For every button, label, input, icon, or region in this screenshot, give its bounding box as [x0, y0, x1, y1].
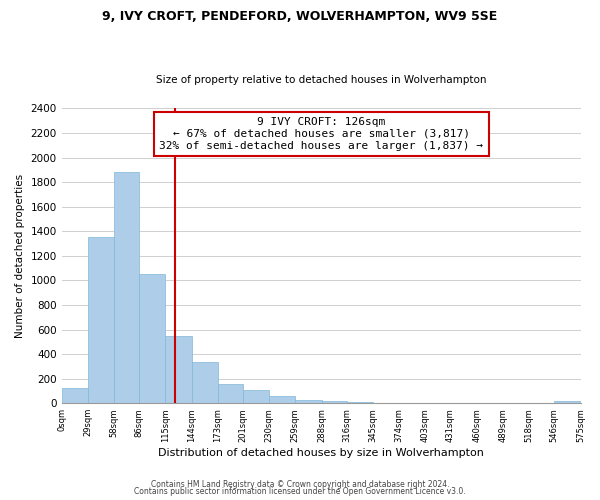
Text: Contains HM Land Registry data © Crown copyright and database right 2024.: Contains HM Land Registry data © Crown c…	[151, 480, 449, 489]
Bar	[88, 238, 114, 403]
Title: Size of property relative to detached houses in Wolverhampton: Size of property relative to detached ho…	[156, 76, 487, 86]
Bar	[191, 362, 218, 403]
Text: 9, IVY CROFT, PENDEFORD, WOLVERHAMPTON, WV9 5SE: 9, IVY CROFT, PENDEFORD, WOLVERHAMPTON, …	[103, 10, 497, 23]
Bar	[243, 390, 269, 403]
X-axis label: Distribution of detached houses by size in Wolverhampton: Distribution of detached houses by size …	[158, 448, 484, 458]
Bar	[347, 402, 373, 403]
Bar	[322, 402, 347, 403]
Text: Contains public sector information licensed under the Open Government Licence v3: Contains public sector information licen…	[134, 488, 466, 496]
Bar	[269, 396, 295, 403]
Y-axis label: Number of detached properties: Number of detached properties	[15, 174, 25, 338]
Bar	[295, 400, 322, 403]
Bar	[114, 172, 139, 403]
Bar	[139, 274, 166, 403]
Bar	[166, 336, 191, 403]
Bar	[62, 388, 88, 403]
Bar	[554, 402, 581, 403]
Text: 9 IVY CROFT: 126sqm
← 67% of detached houses are smaller (3,817)
32% of semi-det: 9 IVY CROFT: 126sqm ← 67% of detached ho…	[159, 118, 483, 150]
Bar	[218, 384, 243, 403]
